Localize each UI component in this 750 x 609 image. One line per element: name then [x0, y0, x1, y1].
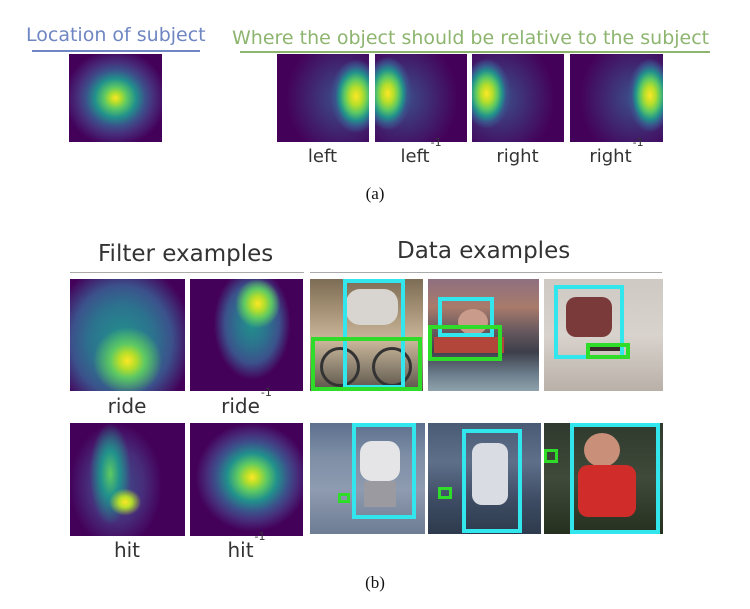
object-box: [311, 337, 422, 391]
object-header-underline: [240, 51, 710, 53]
boat-hull: [434, 337, 504, 353]
example-photo-cyclist: [310, 279, 423, 391]
subject-box: [462, 429, 522, 533]
label-right-inverse: right-1: [589, 136, 644, 167]
example-photo-skateboarder: [544, 279, 663, 391]
player-shirt: [360, 441, 400, 481]
skater-figure: [566, 297, 612, 337]
filter-heatmap-ride: [70, 279, 185, 391]
object-relative-header: Where the object should be relative to t…: [232, 27, 710, 49]
caption-a: (a): [365, 184, 385, 203]
filter-label-ride: ride: [107, 394, 147, 418]
subject-box: [352, 423, 416, 519]
filter-label-ride-inverse: ride-1: [221, 386, 272, 418]
filter-label-hit-inverse: hit-1: [227, 530, 266, 562]
filter-heatmap-ride-inverse: [190, 279, 303, 391]
subject-box: [438, 297, 494, 337]
heatmap-right: [472, 54, 564, 142]
subject-box: [570, 423, 660, 534]
label-left-inverse: left-1: [400, 136, 442, 167]
heatmap-left-inverse: [375, 54, 467, 142]
heatmap-right-inverse: [570, 54, 663, 142]
subject-location-header: Location of subject: [26, 24, 206, 46]
filter-header-rule: [70, 272, 304, 273]
example-photo-rower: [428, 279, 539, 391]
filter-heatmap-hit-inverse: [190, 423, 303, 536]
label-right: right: [496, 146, 539, 167]
filter-examples-header: Filter examples: [98, 241, 274, 267]
subject-location-heatmap: [69, 54, 162, 142]
player-shorts: [364, 481, 396, 507]
example-photo-tennis-player: [310, 423, 425, 534]
object-box: [428, 325, 502, 361]
label-left: left: [307, 146, 338, 167]
object-box: [586, 343, 630, 359]
example-photo-federer: [544, 423, 663, 534]
bicycle-wheel-front: [320, 347, 360, 387]
data-header-rule: [310, 272, 662, 273]
skateboard: [590, 343, 624, 351]
heatmap-left: [277, 54, 369, 142]
object-box: [438, 487, 452, 499]
player-red-shirt: [578, 465, 636, 517]
object-box: [544, 449, 558, 463]
player-head: [584, 433, 620, 467]
rider-shirt: [346, 289, 398, 325]
batter-uniform: [472, 443, 508, 505]
filter-label-hit: hit: [113, 538, 141, 562]
object-box: [338, 493, 350, 503]
example-photo-baseball-batter: [428, 423, 541, 534]
caption-b: (b): [365, 573, 385, 592]
data-examples-header: Data examples: [397, 238, 571, 264]
subject-header-underline: [32, 50, 200, 52]
rower-figure: [458, 309, 488, 335]
filter-heatmap-hit: [70, 423, 185, 536]
